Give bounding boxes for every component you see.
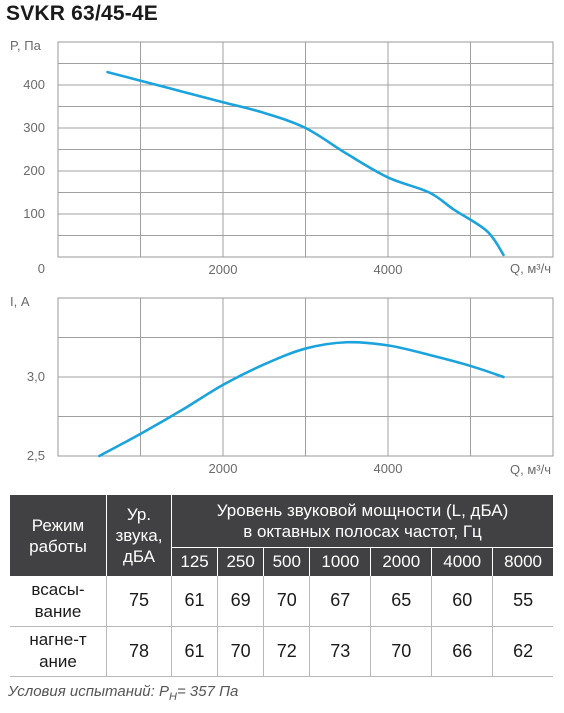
header-power-line2: в октавных полосах частот, Гц bbox=[243, 522, 482, 541]
y-tick-label: 400 bbox=[23, 77, 45, 92]
row-mode-text: всасы-вание bbox=[31, 579, 85, 621]
pressure-grid bbox=[58, 42, 553, 257]
y-tick-label: 300 bbox=[23, 120, 45, 135]
performance-charts: 100 200 300 400 2000 4000 P, Па Q, м³/ч 0 2,5… bbox=[10, 38, 554, 477]
x-tick-label: 4000 bbox=[374, 461, 403, 476]
table-cell: 55 bbox=[492, 576, 553, 627]
header-mode: Режим работы bbox=[10, 495, 107, 576]
table-cell: 70 bbox=[370, 626, 433, 677]
x-tick-label: 4000 bbox=[374, 262, 403, 277]
table-cell: 70 bbox=[263, 576, 311, 627]
row-mode-label: всасы-вание bbox=[10, 576, 107, 627]
conditions-suffix: = 357 Па bbox=[176, 683, 239, 700]
table-cell: 60 bbox=[431, 576, 494, 627]
table-cell: 73 bbox=[309, 626, 372, 677]
pressure-tick-labels: 100 200 300 400 2000 4000 bbox=[23, 77, 402, 277]
band-header: 2000 bbox=[370, 547, 433, 576]
conditions-prefix: Условия испытаний: P bbox=[8, 683, 169, 700]
row-mode-text: нагне-тание bbox=[29, 630, 87, 671]
table-cell: 62 bbox=[492, 626, 553, 677]
table-cell: 67 bbox=[309, 576, 372, 627]
pressure-x-axis-label: Q, м³/ч bbox=[510, 261, 551, 276]
current-y-axis-label: I, А bbox=[10, 294, 30, 309]
band-header: 4000 bbox=[431, 547, 494, 576]
table-cell: 72 bbox=[263, 626, 311, 677]
table-cell: 61 bbox=[171, 576, 219, 627]
chart-title: SVKR 63/45-4E bbox=[6, 2, 159, 25]
band-header: 250 bbox=[217, 547, 265, 576]
series-line bbox=[97, 340, 505, 458]
sound-power-table: Режим работы Ур. звука, дБА Уровень звук… bbox=[10, 495, 553, 677]
band-header: 500 bbox=[263, 547, 311, 576]
row-level: 78 bbox=[106, 626, 172, 677]
y-tick-label: 200 bbox=[23, 163, 45, 178]
conditions-sub: Н bbox=[169, 691, 177, 703]
header-power: Уровень звуковой мощности (L, дБА) в окт… bbox=[171, 495, 553, 548]
table-cell: 61 bbox=[171, 626, 219, 677]
x-tick-label: 2000 bbox=[209, 262, 238, 277]
header-level: Ур. звука, дБА bbox=[106, 495, 172, 576]
current-x-axis-label: Q, м³/ч bbox=[510, 462, 551, 477]
table-cell: 69 bbox=[217, 576, 265, 627]
series-line bbox=[106, 70, 505, 257]
row-level: 75 bbox=[106, 576, 172, 627]
current-plot-frame bbox=[57, 297, 554, 457]
current-tick-labels: 2,5 3,0 2000 4000 bbox=[27, 369, 403, 476]
table-row: всасы-вание 75 61 69 70 67 65 60 55 bbox=[10, 576, 553, 627]
x-tick-label: 2000 bbox=[209, 461, 238, 476]
current-series bbox=[97, 340, 505, 458]
y-tick-label: 2,5 bbox=[27, 448, 45, 463]
test-conditions: Условия испытаний: PН= 357 Па bbox=[8, 683, 238, 703]
pressure-series bbox=[106, 70, 505, 257]
current-grid bbox=[58, 298, 553, 456]
pressure-origin-label: 0 bbox=[38, 261, 45, 276]
band-header: 1000 bbox=[309, 547, 372, 576]
band-header: 8000 bbox=[492, 547, 553, 576]
pressure-chart: 100 200 300 400 2000 4000 P, Па Q, м³/ч 0 bbox=[10, 38, 554, 277]
y-tick-label: 100 bbox=[23, 206, 45, 221]
band-header: 125 bbox=[171, 547, 219, 576]
current-chart: 2,5 3,0 2000 4000 I, А Q, м³/ч bbox=[10, 294, 554, 477]
table-cell: 70 bbox=[217, 626, 265, 677]
table-cell: 65 bbox=[370, 576, 433, 627]
header-level-text: Ур. звука, дБА bbox=[115, 505, 163, 566]
table-row: нагне-тание 78 61 70 72 73 70 66 62 bbox=[10, 626, 553, 677]
header-power-line1: Уровень звуковой мощности (L, дБА) bbox=[216, 501, 509, 520]
row-mode-label: нагне-тание bbox=[10, 626, 107, 677]
y-tick-label: 3,0 bbox=[27, 369, 45, 384]
pressure-y-axis-label: P, Па bbox=[10, 38, 42, 53]
header-mode-text: Режим работы bbox=[29, 515, 87, 556]
pressure-plot-frame bbox=[57, 41, 554, 258]
table-cell: 66 bbox=[431, 626, 494, 677]
